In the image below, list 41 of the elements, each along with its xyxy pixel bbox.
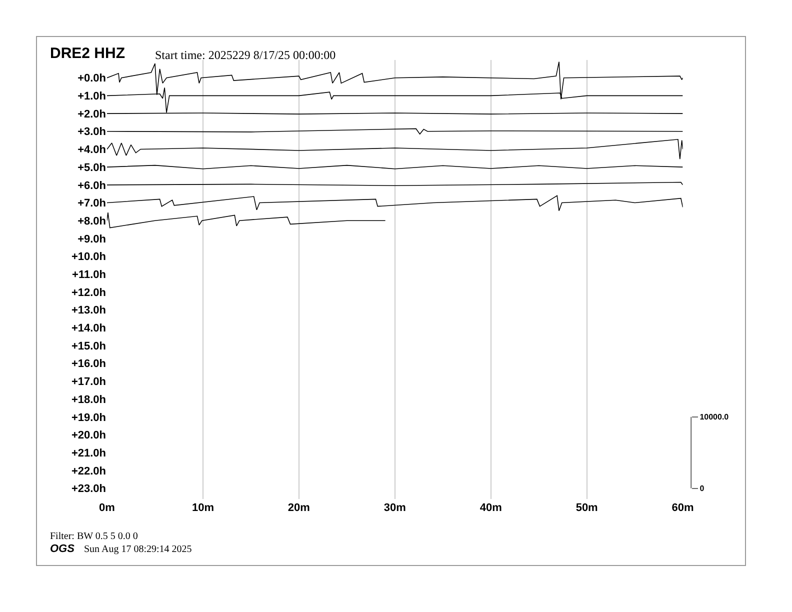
y-tick-label: +19.0h (71, 412, 106, 424)
y-tick-label: +6.0h (78, 180, 106, 192)
chart-subtitle: Start time: 2025229 8/17/25 00:00:00 (155, 48, 336, 63)
y-tick-label: +21.0h (71, 447, 106, 460)
text: OGS (50, 543, 74, 555)
y2-tick-label: 10000.0 (700, 412, 730, 422)
text: Sun Aug 17 08:29:14 2025 (84, 544, 192, 555)
line-series (107, 212, 386, 228)
y-tick-label: +15.0h (71, 340, 106, 352)
y-tick-label: +9.0h (78, 233, 106, 246)
y-tick-label: +0.0h (78, 72, 106, 85)
line-series (107, 139, 683, 160)
text: Filter: BW 0.5 5 0.0 0 (50, 531, 138, 542)
y-tick-label: +7.0h (78, 198, 106, 210)
y-tick-label: +4.0h (78, 144, 106, 156)
x-tick-label: 20m (288, 502, 310, 514)
x-tick-label: 10m (192, 502, 214, 514)
line-series (107, 195, 683, 212)
y-tick-label: +22.0h (71, 465, 106, 478)
y-tick-label: +18.0h (71, 394, 106, 406)
y-tick-label: +11.0h (72, 269, 106, 281)
y-tick-label: +13.0h (71, 304, 106, 317)
y-tick-label: +2.0h (78, 108, 106, 120)
y-tick-label: +3.0h (78, 126, 106, 138)
x-tick-label: 50m (576, 502, 598, 514)
y-tick-label: +5.0h (78, 162, 106, 174)
y-tick-label: +16.0h (71, 358, 106, 370)
y-tick-label: +12.0h (71, 286, 106, 299)
x-tick-label: 30m (384, 502, 406, 514)
y-tick-label: +1.0h (78, 90, 106, 103)
x-tick-label: 0m (99, 502, 116, 514)
y-tick-label: +17.0h (71, 376, 106, 388)
x-tick-label: 40m (480, 502, 502, 514)
y-tick-label: +23.0h (71, 483, 106, 496)
y-tick-label: +10.0h (71, 251, 106, 264)
y-tick-label: +8.0h (78, 215, 106, 228)
y2-tick-label: 0 (700, 484, 705, 494)
x-tick-label: 60m (672, 502, 694, 514)
chart-title: DRE2 HHZ (50, 45, 126, 62)
y-tick-label: +20.0h (71, 430, 106, 442)
y-tick-label: +14.0h (71, 322, 106, 335)
